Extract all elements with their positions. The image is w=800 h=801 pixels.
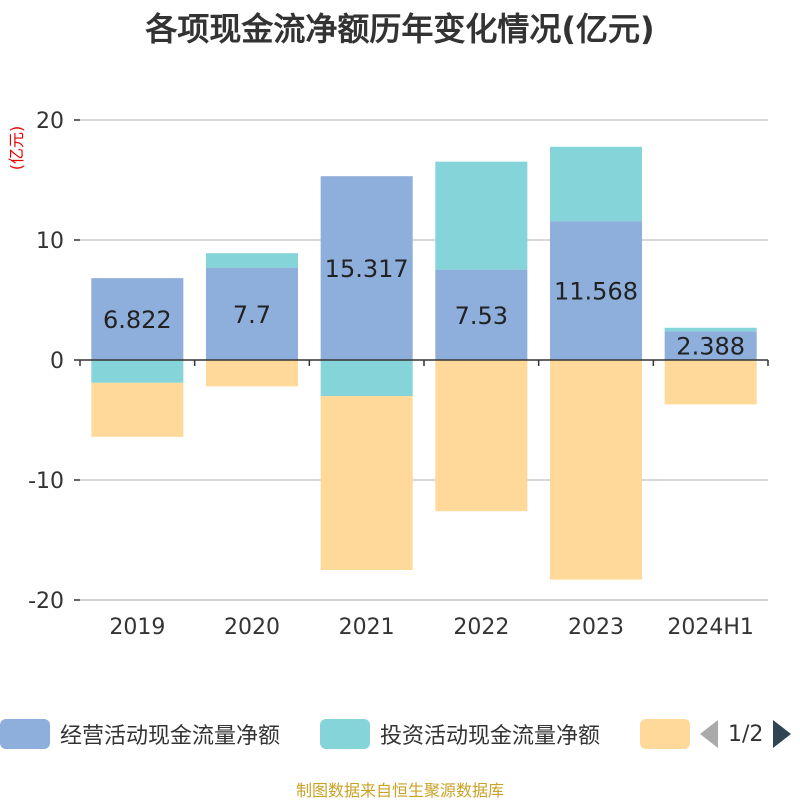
labels-layer: 2019 2020 2021 2022 2023 2024H1 6.822 7.7 15.317… <box>103 255 754 640</box>
bars-layer <box>91 146 757 580</box>
legend-swatch-operating <box>0 719 50 749</box>
y-tick-label: 10 <box>36 229 64 254</box>
legend: 经营活动现金流量净额 投资活动现金流量净额 1/2 <box>0 716 800 752</box>
legend-label-investing: 投资活动现金流量净额 <box>380 724 601 749</box>
x-tick-label: 2021 <box>339 615 395 640</box>
y-tick-label: -10 <box>28 469 64 494</box>
bar-2-2022 <box>435 360 528 512</box>
bar-1-2024H1 <box>664 327 757 332</box>
bar-0-2020 <box>206 267 298 360</box>
y-tick-label: 20 <box>36 109 64 134</box>
bar-1-2021 <box>320 360 413 396</box>
legend-item-operating[interactable]: 经营活动现金流量净额 <box>0 716 280 752</box>
bar-2-2019 <box>91 382 184 437</box>
y-tick-label: -20 <box>28 589 64 614</box>
bar-2-2020 <box>206 360 298 387</box>
data-label: 7.53 <box>455 302 508 330</box>
data-label: 2.388 <box>676 333 745 361</box>
legend-page-indicator: 1/2 <box>728 721 764 747</box>
y-axis-label: (亿元) <box>7 126 26 171</box>
legend-item-financing[interactable] <box>640 716 690 752</box>
legend-label-operating: 经营活动现金流量净额 <box>60 724 281 749</box>
data-label: 11.568 <box>554 278 638 306</box>
bar-0-2022 <box>435 269 528 360</box>
x-tick-label: 2023 <box>568 615 624 640</box>
chart-title: 各项现金流净额历年变化情况(亿元) <box>145 10 655 48</box>
legend-item-investing[interactable]: 投资活动现金流量净额 <box>320 716 600 752</box>
axis-layer: 20 10 0 -10 -20 (亿元) <box>7 109 769 614</box>
bar-2-2024H1 <box>664 360 757 405</box>
data-label: 7.7 <box>233 301 271 329</box>
x-tick-label: 2024H1 <box>667 615 754 640</box>
legend-pager: 1/2 <box>700 716 792 752</box>
bar-1-2023 <box>550 146 642 222</box>
x-tick-label: 2019 <box>109 615 165 640</box>
data-label: 15.317 <box>325 255 409 283</box>
data-source-footer: 制图数据来自恒生聚源数据库 <box>295 781 504 800</box>
y-tick-label: 0 <box>50 349 64 374</box>
bar-1-2019 <box>91 360 184 383</box>
x-tick-label: 2020 <box>224 615 280 640</box>
bar-2-2021 <box>320 396 413 570</box>
x-tick-label: 2022 <box>453 615 509 640</box>
bar-0-2019 <box>91 278 184 360</box>
data-label: 6.822 <box>103 306 172 334</box>
bar-1-2020 <box>206 253 298 268</box>
bar-0-2024H1 <box>664 331 757 360</box>
legend-next-page-icon[interactable] <box>773 720 792 748</box>
legend-prev-page-icon[interactable] <box>700 720 718 748</box>
bar-1-2022 <box>435 161 528 270</box>
bar-0-2023 <box>550 221 642 360</box>
grid-layer <box>80 119 768 601</box>
cashflow-chart: 20 10 0 -10 -20 (亿元) 2019 2020 2021 2022 2023 2024… <box>7 109 769 640</box>
legend-swatch-investing <box>320 719 370 749</box>
bar-0-2021 <box>320 176 413 360</box>
legend-swatch-financing <box>640 719 690 749</box>
bar-2-2023 <box>550 360 642 580</box>
